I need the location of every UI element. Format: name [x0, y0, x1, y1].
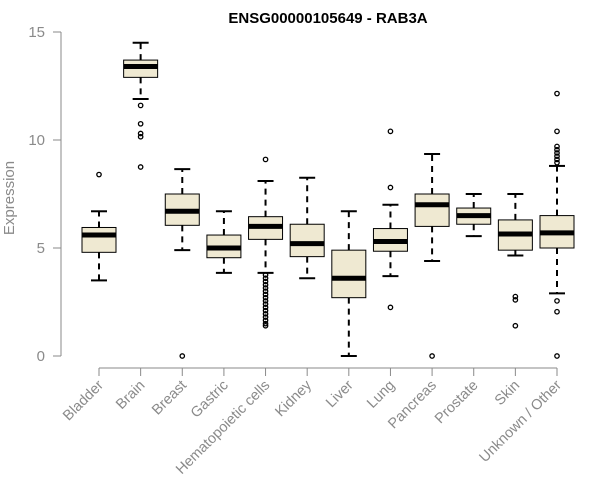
box-iqr	[289, 223, 325, 258]
box-iqr	[81, 226, 117, 253]
outlier-point	[387, 304, 394, 311]
outlier-point	[262, 285, 269, 291]
box-group	[539, 90, 575, 359]
outlier-point	[554, 90, 560, 97]
x-tick-label: Lung	[364, 378, 398, 412]
outlier-point	[554, 143, 560, 150]
outlier-point	[262, 291, 269, 298]
outlier-point	[262, 320, 269, 327]
outlier-point	[262, 317, 269, 324]
box-iqr	[331, 249, 367, 299]
outlier-point	[387, 184, 394, 191]
outlier-point	[262, 304, 269, 311]
x-tick-label: Brain	[113, 378, 148, 413]
boxes	[81, 41, 575, 359]
outlier-point	[262, 294, 269, 301]
outlier-point	[512, 296, 519, 303]
box-group	[164, 168, 200, 359]
outlier-point	[262, 278, 269, 285]
box-group	[331, 210, 367, 357]
outlier-point	[262, 156, 269, 163]
outlier-point	[262, 275, 269, 282]
outlier-point	[554, 159, 560, 166]
outlier-point	[262, 288, 269, 295]
outlier-point	[137, 164, 144, 170]
outlier-point	[554, 150, 560, 156]
outlier-point	[262, 307, 269, 314]
outlier-point	[137, 133, 144, 140]
box-group	[206, 210, 242, 274]
y-tick-label: 0	[37, 348, 45, 365]
box-group	[497, 193, 533, 329]
y-tick-label: 10	[28, 132, 45, 149]
y-axis-label: Expression	[1, 161, 18, 235]
box-group	[248, 156, 284, 329]
outlier-point	[262, 272, 269, 278]
outlier-point	[137, 120, 144, 127]
outlier-point	[262, 301, 269, 308]
x-tick-label: Kidney	[272, 377, 315, 420]
outlier-point	[262, 281, 269, 288]
outlier-point	[262, 298, 269, 304]
outlier-point	[137, 102, 144, 109]
outlier-point	[262, 322, 269, 329]
outlier-point	[262, 311, 269, 317]
box-group	[456, 193, 492, 238]
box-group	[414, 153, 450, 359]
outlier-point	[554, 156, 560, 163]
x-tick-label: Prostate	[432, 378, 481, 427]
y-tick-label: 15	[28, 24, 45, 41]
outlier-point	[137, 130, 144, 137]
outlier-point	[429, 353, 435, 359]
outlier-point	[262, 314, 269, 320]
x-tick-label: Breast	[149, 378, 190, 419]
x-tick-label: Skin	[492, 378, 523, 409]
outlier-point	[387, 128, 394, 135]
y-ticks: 0 5 10 15	[28, 24, 61, 365]
outlier-point	[554, 153, 560, 160]
x-tick-label: Liver	[323, 377, 357, 411]
y-tick-label: 5	[37, 240, 45, 257]
box-iqr	[414, 193, 450, 227]
outlier-point	[96, 171, 102, 178]
outlier-point	[554, 146, 560, 153]
box-group	[123, 41, 159, 170]
outlier-point	[554, 308, 560, 315]
outlier-point	[179, 353, 186, 359]
box-group	[81, 171, 117, 282]
outlier-point	[554, 128, 560, 135]
outlier-point	[512, 322, 519, 329]
outlier-point	[554, 298, 560, 304]
outlier-point	[554, 353, 560, 359]
box-group	[372, 128, 408, 311]
box-group	[289, 176, 325, 280]
outlier-point	[512, 293, 519, 300]
x-tick-label: Bladder	[60, 377, 107, 424]
chart-title: ENSG00000105649 - RAB3A	[228, 10, 427, 27]
